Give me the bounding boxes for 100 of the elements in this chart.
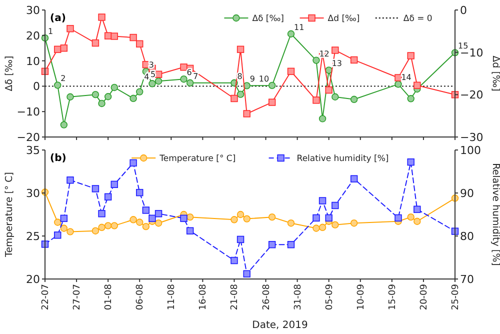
point <box>98 224 106 231</box>
point <box>186 79 194 86</box>
point <box>236 210 244 218</box>
point <box>104 222 112 230</box>
point <box>66 228 74 236</box>
point <box>66 93 74 100</box>
point <box>394 80 402 88</box>
y-tick-label: 30 <box>26 187 40 200</box>
point <box>98 100 106 108</box>
point <box>230 216 238 224</box>
point <box>154 210 162 218</box>
point <box>332 202 339 210</box>
point <box>394 214 402 222</box>
point <box>414 206 421 213</box>
point <box>130 159 137 166</box>
legend-label: Δd [‰] <box>328 14 360 24</box>
point <box>136 88 144 96</box>
point <box>350 96 358 104</box>
annotation: 5 <box>150 70 156 80</box>
x-tick-label: 10-09 <box>356 284 366 310</box>
annotation: 7 <box>193 72 198 81</box>
legend-label: Temperature [° C] <box>158 154 236 164</box>
x-axis-title: Date, 2019 <box>252 320 308 331</box>
legend-label: Δδ [‰] <box>252 14 284 24</box>
point <box>148 214 156 222</box>
annotation: 3 <box>148 60 154 70</box>
point <box>142 222 150 230</box>
y2-tick-label: 90 <box>460 187 474 200</box>
y-tick-label: 20 <box>26 273 40 286</box>
annotation: 12 <box>319 49 330 58</box>
x-tick-label: 31-08 <box>293 284 304 310</box>
point <box>54 82 62 89</box>
x-tick-label: 21-08 <box>230 284 240 310</box>
x-tick-label: 15-09 <box>388 284 398 310</box>
y-tick-label: 20 <box>26 29 40 42</box>
point <box>60 224 68 232</box>
point <box>154 220 162 227</box>
point <box>92 90 100 98</box>
annotation: 11 <box>294 22 304 32</box>
point <box>154 78 162 85</box>
point <box>332 46 339 54</box>
x-tick-label: 22-07 <box>41 284 51 310</box>
point <box>414 82 421 89</box>
point <box>236 236 244 244</box>
point <box>287 30 295 38</box>
point <box>407 213 414 221</box>
point <box>54 46 62 53</box>
y2-axis-title: Relative humidity [%] <box>490 163 500 266</box>
point <box>104 193 112 200</box>
y2-axis-title: Δd [‰] <box>490 56 500 92</box>
point <box>110 222 118 230</box>
y-tick-label: −10 <box>16 106 40 119</box>
point <box>136 188 144 196</box>
y-tick-label: 30 <box>26 4 40 17</box>
y2-tick-label: 0 <box>460 4 467 17</box>
point <box>350 56 358 64</box>
point <box>186 227 194 234</box>
point <box>312 56 320 64</box>
y2-tick-label: 70 <box>460 273 474 286</box>
legend-label: Δδ = 0 <box>403 14 432 24</box>
point <box>325 214 332 222</box>
point <box>130 34 137 42</box>
point <box>268 82 276 90</box>
point <box>110 180 118 188</box>
point <box>407 95 414 102</box>
y-tick-label: 25 <box>26 230 40 243</box>
legend-label: Relative humidity [%] <box>296 154 389 164</box>
point <box>268 98 276 106</box>
point <box>243 110 250 118</box>
y-tick-label: 10 <box>26 54 40 68</box>
chart-title: (a) <box>50 13 66 24</box>
point <box>236 90 244 98</box>
chart-title: (b) <box>50 153 66 164</box>
point <box>287 68 295 75</box>
y2-tick-label: −20 <box>460 88 484 102</box>
point <box>130 216 137 224</box>
point <box>312 96 320 104</box>
annotation: 8 <box>237 72 242 81</box>
y2-tick-label: 100 <box>460 144 481 157</box>
point <box>104 32 112 40</box>
point <box>92 39 100 47</box>
point <box>92 185 100 192</box>
x-tick-label: 11-08 <box>167 284 178 310</box>
point <box>180 64 188 71</box>
point <box>312 224 320 232</box>
annotation: 4 <box>144 72 150 82</box>
y-tick-label: 0 <box>33 80 40 94</box>
x-tick-label: 16-08 <box>198 284 209 310</box>
point <box>130 94 137 102</box>
point <box>186 213 194 221</box>
point <box>98 14 106 21</box>
point <box>60 121 68 128</box>
point <box>230 94 238 102</box>
x-tick-label: 25-09 <box>451 284 461 310</box>
point <box>236 46 244 53</box>
point <box>318 224 326 231</box>
point <box>350 175 358 182</box>
point <box>243 270 250 278</box>
point <box>60 214 68 222</box>
point <box>148 80 156 88</box>
